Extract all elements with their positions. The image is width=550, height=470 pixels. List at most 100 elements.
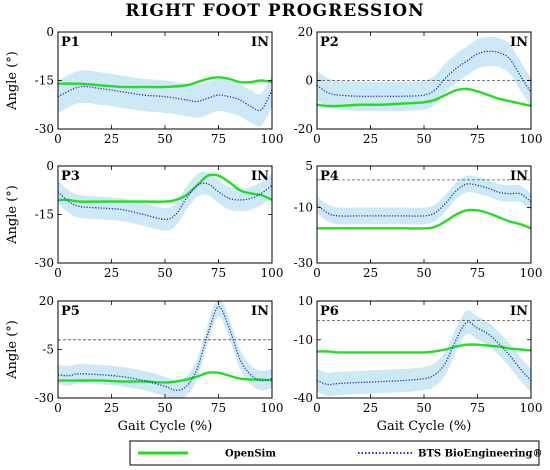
x-tick-label: 75 [211,266,226,280]
x-tick-label: 50 [416,132,431,146]
x-tick-label: 75 [470,132,485,146]
x-tick-label: 25 [104,401,119,415]
x-tick-label: 100 [261,401,284,415]
y-tick-label: -10 [294,201,313,215]
y-tick-label: -15 [35,74,54,88]
x-tick-label: 25 [363,132,378,146]
x-tick-label: 25 [363,266,378,280]
opensim-line [58,76,272,89]
y-tick-label: 20 [298,25,313,39]
panel-corner-label: IN [251,304,269,319]
panel-p4: 0 25 50 75 100 5 -10 -30 P4 IN [294,159,543,280]
panel-label: P6 [320,304,339,319]
x-tick-label: 0 [54,266,62,280]
opensim-line [317,208,531,230]
panel-p6: 0 25 50 75 100 10 -10 -40 P6 IN Gait Cycle (%) [294,294,543,434]
panel-label: P2 [320,35,339,50]
y-tick-label: 10 [298,294,313,308]
y-tick-label: 5 [305,159,313,173]
plot-area [317,175,531,230]
bts-variability-band [317,175,531,225]
legend-bts-label: BTS BioEngineering® [418,449,543,460]
x-tick-label: 100 [520,401,543,415]
bts-line [317,183,531,217]
bts-variability-band [317,310,531,397]
x-tick-label: 0 [313,266,321,280]
opensim-line [58,371,272,384]
panel-corner-label: IN [510,35,528,50]
x-tick-label: 25 [104,132,119,146]
x-tick-label: 50 [157,132,172,146]
x-tick-label: 50 [416,266,431,280]
y-tick-label: -30 [35,122,54,136]
bts-variability-band [58,301,272,398]
legend: OpenSim BTS BioEngineering® [129,440,543,466]
panel-label: P4 [320,169,339,184]
legend-opensim-label: OpenSim [225,449,276,460]
x-tick-label: 50 [416,401,431,415]
x-tick-label: 75 [470,401,485,415]
y-axis-label: Angle (°) [5,320,20,380]
panel-p1: 0 25 50 75 100 0 -15 -30 P1 IN Angle (°) [5,25,283,146]
x-tick-label: 0 [313,132,321,146]
x-tick-label: 25 [363,401,378,415]
y-tick-label: -20 [294,122,313,136]
x-axis-label: Gait Cycle (%) [377,419,472,434]
plot-area [58,171,272,231]
opensim-line [317,343,531,354]
y-tick-label: -30 [294,256,313,270]
panel-corner-label: IN [510,304,528,319]
x-tick-label: 50 [157,401,172,415]
x-tick-label: 75 [211,132,226,146]
plot-area [317,36,531,111]
bts-line [58,306,272,391]
x-tick-label: 50 [157,266,172,280]
x-axis-label: Gait Cycle (%) [118,419,213,434]
y-tick-label: 0 [305,74,313,88]
panel-label: P1 [61,35,80,50]
bts-line [58,85,272,112]
panel-label: P5 [61,304,80,319]
y-tick-label: -30 [35,256,54,270]
bts-variability-band [317,36,531,111]
plot-area [317,310,531,397]
x-tick-label: 100 [261,266,284,280]
y-tick-label: 0 [46,159,54,173]
x-tick-label: 100 [520,132,543,146]
bts-line [317,50,531,97]
y-axis-label: Angle (°) [5,185,20,245]
opensim-line [317,87,531,108]
bts-line [317,321,531,386]
panel-p5: 0 25 50 75 100 20 -5 -30 P5 IN Angle (°) Gait Cycle… [5,294,283,434]
plot-area [58,301,272,398]
y-tick-label: -5 [42,343,54,357]
panel-corner-label: IN [251,35,269,50]
plot-area [58,70,272,127]
x-tick-label: 25 [104,266,119,280]
x-tick-label: 75 [470,266,485,280]
x-tick-label: 0 [54,132,62,146]
bts-variability-band [58,70,272,127]
panel-corner-label: IN [510,169,528,184]
x-tick-label: 0 [54,401,62,415]
opensim-line [58,173,272,203]
x-tick-label: 100 [261,132,284,146]
legend-box [129,440,540,466]
bts-variability-band [58,171,272,231]
panel-p3: 0 25 50 75 100 0 -15 -30 P3 IN Angle (°) [5,159,283,280]
y-tick-label: -30 [35,391,54,405]
x-tick-label: 100 [520,266,543,280]
y-tick-label: 0 [46,25,54,39]
y-tick-label: -40 [294,391,313,405]
x-tick-label: 0 [313,401,321,415]
panel-label: P3 [61,169,80,184]
x-tick-label: 75 [211,401,226,415]
panel-corner-label: IN [251,169,269,184]
chart-title: RIGHT FOOT PROGRESSION [125,1,424,21]
y-tick-label: -10 [294,333,313,347]
y-tick-label: -15 [35,208,54,222]
y-tick-label: 20 [39,294,54,308]
